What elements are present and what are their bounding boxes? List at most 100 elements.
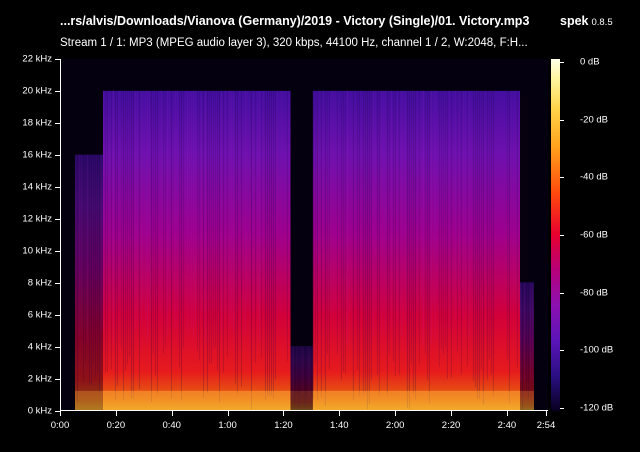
spectrogram-streak [90,154,92,385]
spectrogram-streak [516,90,518,369]
spectrogram-streak [518,90,520,314]
spectrogram-streak [80,154,82,330]
spectrogram-streak [456,90,458,352]
x-tick-mark [172,411,173,416]
spectrogram-streak [214,90,216,347]
spectrogram-streak [436,90,438,304]
spectrogram-streak [356,90,358,371]
x-tick-label: 2:00 [385,420,405,431]
spectrogram-streak [408,90,410,410]
spectrogram-streak [112,90,114,343]
x-tick-label: 0:00 [50,420,70,431]
spectrogram-streak [414,90,416,400]
y-tick-label: 22 kHz [22,53,52,65]
spectrogram-segment [520,282,535,410]
spectrogram-streak [154,90,156,376]
spectrogram[interactable] [61,59,548,410]
spectrogram-streak [320,90,322,398]
spectrogram-streak [120,90,122,348]
spectrogram-streak [266,90,268,396]
y-tick-mark [55,379,60,380]
spectrogram-streak [218,90,220,403]
spectrogram-streak [394,90,396,377]
spectrogram-streak [192,90,194,337]
spectrogram-streak [406,90,408,409]
colorbar-label: -60 dB [580,229,608,241]
x-tick-label: 2:54 [536,420,556,431]
spectrogram-streak [276,90,278,318]
x-tick-mark [546,411,547,416]
spectrogram-streak [508,90,510,404]
spectrogram-streak [388,90,390,354]
spectrogram-streak [352,90,354,400]
spectrogram-streak [302,346,304,395]
spectrogram-streak [488,90,490,360]
colorbar-tick [560,120,564,121]
y-tick-mark [55,187,60,188]
spectrogram-streak [264,90,266,401]
spectrogram-streak [346,90,348,346]
spectrogram-streak [312,90,314,399]
spectrogram-streak [314,90,316,364]
spectrogram-streak [532,282,534,381]
spectrogram-streak [196,90,198,351]
spectrogram-streak [216,90,218,371]
spectrogram-streak [324,90,326,407]
spectrogram-streak [286,90,288,362]
colorbar-label: -80 dB [580,287,608,299]
spectrogram-streak [82,154,84,383]
spectrogram-streak [188,90,190,319]
spectrogram-streak [368,90,370,405]
y-tick-mark [55,219,60,220]
spectrogram-streak [124,90,126,371]
spectrogram-streak [210,90,212,364]
spectrogram-streak [176,90,178,327]
spectrogram-streak [364,90,366,393]
spectrogram-streak [464,90,466,313]
spectrogram-streak [520,282,522,383]
spectrogram-streak [204,90,206,341]
spectrogram-streak [468,90,470,338]
y-tick-label: 16 kHz [22,149,52,161]
spectrogram-streak [184,90,186,304]
spectrogram-streak [438,90,440,367]
spectrogram-streak [206,90,208,393]
spectrogram-streak [150,90,152,402]
spectrogram-streak [98,154,100,392]
spectrogram-bass-band [74,390,103,410]
spectrogram-streak [160,90,162,318]
spectrogram-streak [428,90,430,404]
spectrogram-streak [230,90,232,325]
x-tick-label: 2:20 [441,420,461,431]
spectrogram-streak [480,90,482,370]
colorbar-label: -100 dB [580,344,614,356]
y-tick-label: 20 kHz [22,85,52,97]
spectrogram-streak [280,90,282,315]
y-tick-mark [55,283,60,284]
x-tick-mark [283,411,284,416]
spectrogram-streak [132,90,134,399]
spectrogram-streak [200,90,202,313]
spectrogram-streak [418,90,420,365]
spectrogram-streak [458,90,460,309]
spectrogram-streak [114,90,116,401]
colorbar-tick [560,293,564,294]
y-tick-mark [55,315,60,316]
spectrogram-streak [288,90,290,312]
spectrogram-streak [372,90,374,336]
spectrogram-streak [102,90,104,331]
spectrogram-streak [416,90,418,308]
spectrogram-streak [322,90,324,307]
spectrogram-streak [86,154,88,342]
x-tick-mark [228,411,229,416]
spectrogram-streak [198,90,200,361]
y-tick-mark [55,347,60,348]
spectrogram-streak [146,90,148,338]
colorbar-tick [560,177,564,178]
spectrogram-streak [426,90,428,381]
spectrogram-streak [194,90,196,325]
y-tick-label: 18 kHz [22,117,52,129]
spectrogram-streak [378,90,380,395]
colorbar-label: 0 dB [580,56,600,68]
spectrogram-streak [514,90,516,309]
